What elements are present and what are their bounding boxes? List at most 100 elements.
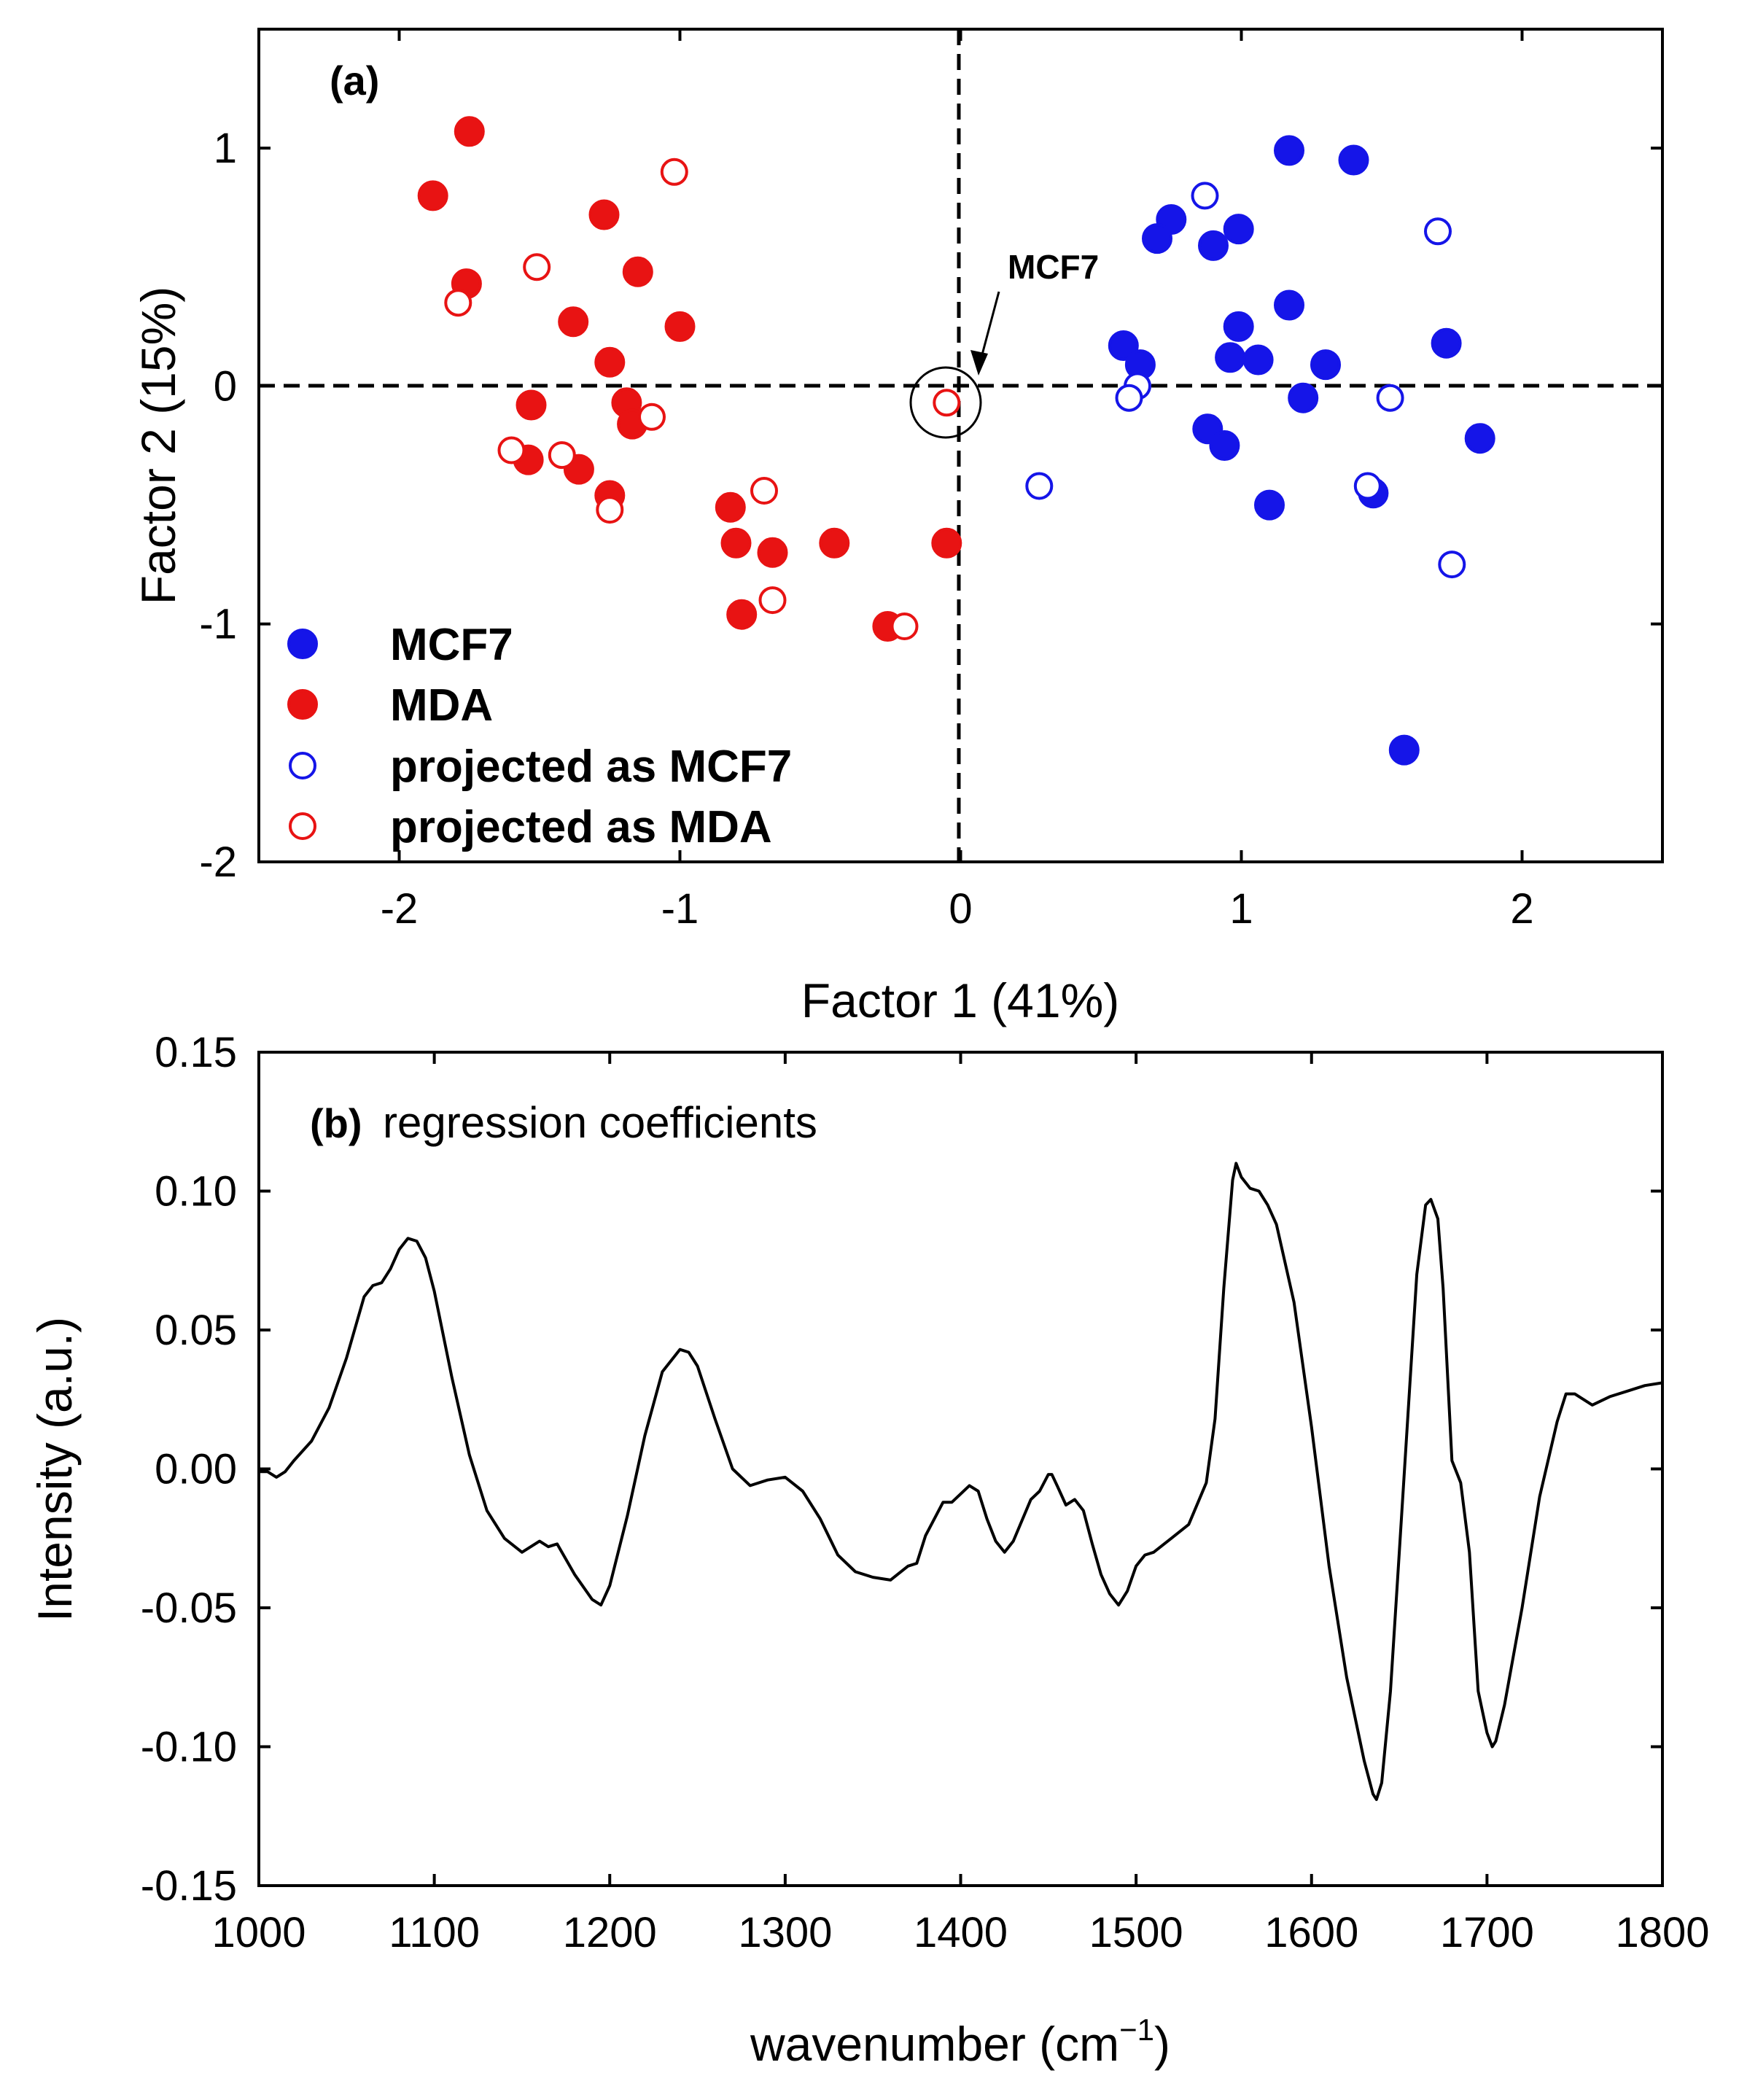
x-tick-label-b: 1300 [738, 1909, 832, 1956]
scatter-point-mda [594, 346, 626, 378]
x-tick-label-b: 1400 [914, 1909, 1008, 1956]
scatter-point-mcf7 [1242, 344, 1274, 376]
legend-item-projected-mda: projected as MDA [289, 802, 772, 852]
scatter-point-mda [558, 306, 589, 338]
y-tick-label-b: 0.10 [155, 1168, 237, 1216]
y-tick-label-b: -0.05 [141, 1584, 237, 1632]
scatter-point-mda [417, 180, 448, 211]
scatter-point-projected-as-mcf7 [1115, 384, 1143, 412]
x-tick-label-a: 1 [1229, 885, 1253, 933]
scatter-panel: MCF7 (a) -2 -1 0 1 2 -2 -1 0 1 Factor 1 (41%) F… [131, 28, 1664, 1027]
x-tick-label-b: 1000 [211, 1909, 306, 1956]
scatter-point-mcf7 [1338, 144, 1369, 176]
scatter-point-mda [720, 527, 752, 559]
y-tick-label-b: 0.05 [155, 1307, 237, 1354]
x-tick-label-a: 2 [1510, 885, 1533, 933]
panel-subtitle-b: regression coefficients [383, 1098, 817, 1147]
x-axis-title-b-superscript: −1 [1119, 2012, 1154, 2047]
legend-item-mcf7: MCF7 [287, 620, 513, 670]
y-axis-a: -2 -1 0 1 [199, 125, 1662, 886]
y-tick-label-a: -2 [199, 839, 237, 886]
legend-item-projected-mcf7: projected as MCF7 [289, 742, 792, 792]
legend: MCF7 MDA projected as MCF7 projected as … [287, 620, 792, 852]
scatter-point-mda [931, 527, 962, 559]
scatter-point-projected-as-mda [596, 496, 624, 524]
plot-frame-b [257, 1051, 1664, 1887]
legend-label-projected-mda: projected as MDA [390, 802, 772, 852]
scatter-point-projected-as-mda [444, 289, 472, 317]
scatter-point-mcf7 [1288, 382, 1319, 413]
y-tick-label-a: -1 [199, 601, 237, 648]
scatter-point-projected-as-mda [750, 477, 778, 505]
scatter-point-projected-as-mcf7 [1424, 217, 1452, 246]
legend-marker-mda [287, 689, 318, 720]
scatter-point-projected-as-mda [548, 441, 576, 470]
panel-label-b: (b) [310, 1100, 362, 1146]
scatter-point-projected-as-mcf7 [1438, 551, 1466, 579]
scatter-point-mcf7 [1464, 423, 1495, 454]
scatter-point-mda [588, 199, 620, 230]
scatter-point-mda [715, 491, 746, 523]
panel-label-a: (a) [330, 58, 379, 104]
x-tick-label-a: -2 [381, 885, 419, 933]
x-axis-title-a: Factor 1 (41%) [801, 973, 1119, 1027]
scatter-point-mcf7 [1254, 489, 1285, 521]
legend-label-mda: MDA [390, 680, 493, 731]
legend-marker-projected-mcf7 [289, 752, 316, 779]
legend-item-mda: MDA [287, 680, 493, 731]
scatter-point-mcf7 [1215, 342, 1246, 373]
legend-label-projected-mcf7: projected as MCF7 [390, 742, 792, 792]
y-tick-label-b: -0.15 [141, 1862, 237, 1910]
scatter-point-mda [516, 389, 547, 421]
x-tick-label-a: 0 [949, 885, 972, 933]
y-tick-label-b: 0.00 [155, 1446, 237, 1493]
scatter-point-mda [726, 599, 758, 630]
x-axis-title-b-close: ) [1154, 2017, 1170, 2071]
scatter-point-mcf7 [1431, 327, 1462, 359]
scatter-point-mcf7 [1209, 430, 1240, 461]
panel-title-b: (b) regression coefficients [310, 1098, 817, 1147]
scatter-point-mcf7 [1274, 135, 1304, 166]
scatter-point-mda [454, 116, 485, 147]
scatter-point-projected-as-mda [497, 436, 526, 464]
x-axis-a: -2 -1 0 1 2 [381, 29, 1534, 933]
y-axis-b: -0.15 -0.10 -0.05 0.00 0.05 0.10 0.15 [141, 1029, 1662, 1910]
scatter-point-projected-as-mda [758, 586, 787, 615]
x-axis-title-b: wavenumber (cm−1) [750, 2012, 1170, 2071]
x-tick-label-b: 1100 [389, 1909, 480, 1956]
annotation-arrowhead [970, 350, 988, 376]
scatter-point-mcf7 [1310, 349, 1341, 381]
scatter-point-projected-as-mda [660, 158, 688, 186]
annotation-label: MCF7 [1008, 248, 1099, 286]
scatter-point-projected-as-mcf7 [1376, 384, 1404, 412]
scatter-point-mda [622, 256, 653, 287]
y-tick-label-a: 1 [214, 125, 237, 172]
x-tick-label-b: 1800 [1615, 1909, 1709, 1956]
scatter-point-mcf7 [1388, 734, 1420, 766]
scatter-point-projected-as-mda [523, 253, 551, 281]
y-tick-label-b: 0.15 [155, 1029, 237, 1076]
scatter-point-projected-as-mcf7 [1353, 472, 1382, 500]
x-tick-label-b: 1600 [1264, 1909, 1358, 1956]
scatter-point-mcf7 [1142, 223, 1172, 254]
highlight-circle [909, 366, 982, 439]
scatter-point-mcf7 [1223, 214, 1254, 245]
y-tick-label-b: -0.10 [141, 1724, 237, 1771]
scatter-point-projected-as-mda [890, 612, 919, 640]
x-tick-label-b: 1500 [1089, 1909, 1183, 1956]
scatter-point-projected-as-mda [933, 389, 961, 417]
y-tick-label-a: 0 [214, 362, 237, 410]
y-axis-title-a: Factor 2 (15%) [131, 287, 185, 604]
x-axis-title-b-main: wavenumber (cm [750, 2017, 1119, 2071]
y-axis-title-b: Intensity (a.u.) [28, 1317, 82, 1622]
scatter-point-mda [757, 537, 788, 568]
x-tick-label-a: -1 [661, 885, 699, 933]
legend-marker-mcf7 [287, 629, 318, 659]
x-axis-b: 1000 1100 1200 1300 1400 1500 1600 1700 1800 [211, 1052, 1710, 1956]
scatter-point-mcf7 [1223, 311, 1254, 342]
legend-label-mcf7: MCF7 [390, 620, 513, 670]
scatter-point-mda [664, 311, 696, 342]
scatter-point-projected-as-mda [638, 402, 666, 431]
regression-coefficients-line [259, 1162, 1663, 1801]
